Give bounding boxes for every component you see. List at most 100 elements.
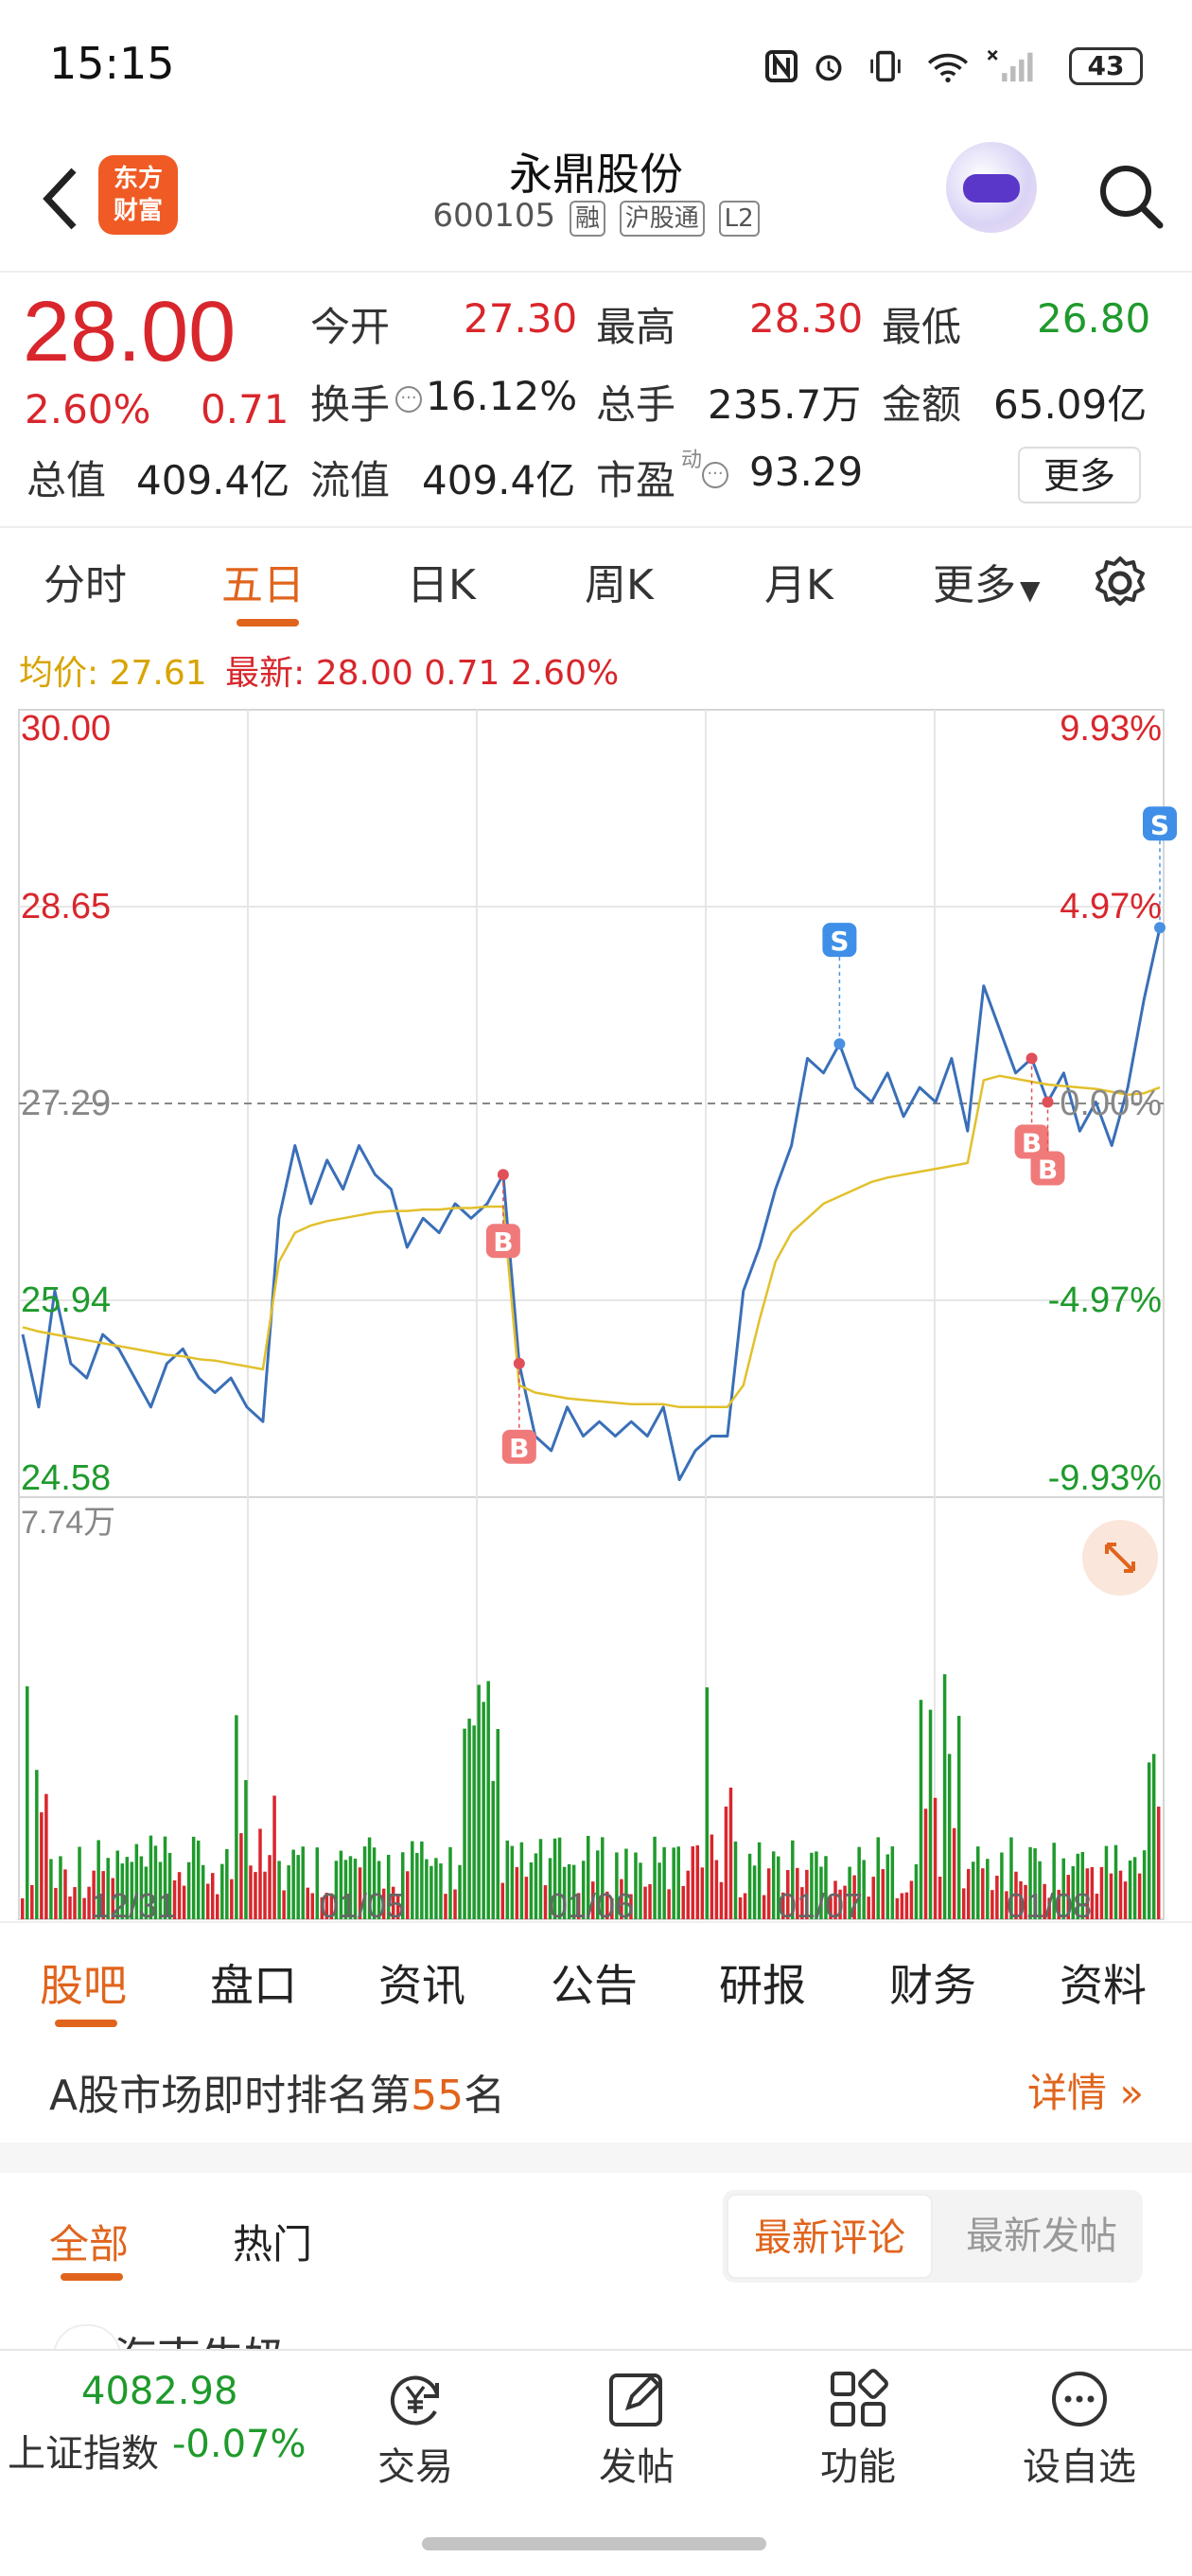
info-icon[interactable]: ··· bbox=[395, 386, 422, 413]
nav-post[interactable]: 发帖 bbox=[566, 2366, 708, 2491]
current-price: 28.00 bbox=[23, 285, 237, 379]
settings-gear-icon[interactable] bbox=[1090, 553, 1150, 613]
volume-bar bbox=[381, 1888, 386, 1919]
volume-bar bbox=[1104, 1845, 1109, 1919]
tab-research[interactable]: 研报 bbox=[719, 1960, 806, 2011]
label-market-cap: 总值 bbox=[26, 457, 107, 503]
nav-add-watchlist[interactable]: 设自选 bbox=[1008, 2366, 1150, 2491]
volume-bar bbox=[695, 1844, 700, 1919]
volume-bar bbox=[728, 1787, 733, 1919]
volume-bar bbox=[710, 1834, 714, 1919]
label-open: 今开 bbox=[310, 304, 391, 350]
volume-bar bbox=[1128, 1860, 1132, 1919]
volume-bar bbox=[277, 1861, 281, 1919]
marker-dot bbox=[1042, 1096, 1054, 1108]
volume-bar bbox=[786, 1870, 790, 1919]
volume-bar bbox=[719, 1881, 724, 1919]
five-day-chart[interactable]: BBSBBS30.0028.6527.2925.9424.589.93%4.97… bbox=[0, 700, 1192, 1921]
more-button[interactable]: 更多 bbox=[1018, 447, 1141, 503]
volume-bar bbox=[30, 1884, 34, 1919]
rank-row[interactable]: A股市场即时排名第55名 详情 » bbox=[0, 2031, 1192, 2143]
tab-finance[interactable]: 财务 bbox=[889, 1960, 976, 2011]
y-axis-label-left: 25.94 bbox=[21, 1280, 111, 1320]
tab-profile[interactable]: 资料 bbox=[1060, 1960, 1147, 2011]
expand-button[interactable] bbox=[1082, 1520, 1158, 1596]
volume-bar bbox=[172, 1879, 177, 1919]
tab-intraday[interactable]: 分时 bbox=[44, 561, 127, 609]
index-value: 4082.98 bbox=[81, 2370, 238, 2413]
volume-bar bbox=[482, 1702, 485, 1919]
filter-all[interactable]: 全部 bbox=[49, 2221, 130, 2267]
caret-down-icon: ▼ bbox=[1020, 574, 1041, 606]
index-ticker[interactable]: 4082.98 上证指数 -0.07% bbox=[0, 2351, 307, 2493]
grid-icon bbox=[831, 2369, 888, 2426]
index-change: -0.07% bbox=[172, 2423, 307, 2466]
volume-bar bbox=[425, 1859, 429, 1919]
value-open: 27.30 bbox=[464, 295, 578, 342]
marker-label: S bbox=[1150, 809, 1169, 840]
volume-bar bbox=[1113, 1844, 1118, 1919]
nav-trade[interactable]: 交易 bbox=[344, 2366, 486, 2491]
volume-bar bbox=[571, 1864, 576, 1919]
y-axis-label-left: 30.00 bbox=[21, 709, 111, 749]
tab-pankou[interactable]: 盘口 bbox=[210, 1960, 297, 2011]
volume-bar bbox=[581, 1861, 586, 1919]
volume-bar bbox=[26, 1685, 29, 1919]
tab-announcements[interactable]: 公告 bbox=[551, 1960, 638, 2011]
sort-latest-post[interactable]: 最新发帖 bbox=[966, 2214, 1117, 2258]
marker-label: S bbox=[830, 926, 849, 957]
nav-functions[interactable]: 功能 bbox=[787, 2366, 929, 2491]
tab-monthly-k[interactable]: 月K bbox=[764, 561, 833, 609]
volume-bar bbox=[120, 1863, 125, 1919]
tab-five-day[interactable]: 五日 bbox=[221, 561, 305, 609]
y-axis-label-right: 4.97% bbox=[1060, 887, 1162, 926]
volume-bar bbox=[329, 1893, 334, 1919]
sort-latest-comment[interactable]: 最新评论 bbox=[727, 2194, 933, 2279]
volume-bar bbox=[567, 1863, 571, 1919]
volume-bar bbox=[947, 1754, 952, 1919]
index-name: 上证指数 bbox=[8, 2432, 159, 2476]
volume-bar bbox=[505, 1840, 510, 1919]
tab-daily-k[interactable]: 日K bbox=[407, 561, 476, 609]
volume-bar bbox=[134, 1844, 139, 1919]
label-volume: 总手 bbox=[596, 381, 676, 428]
chart-area: 均价: 27.61 最新: 28.00 0.71 2.60% B B S B B S 30.… bbox=[0, 634, 1192, 1921]
app-logo[interactable]: 东方财富 bbox=[98, 155, 178, 235]
search-icon[interactable] bbox=[1094, 159, 1169, 235]
sell-marker bbox=[822, 923, 857, 958]
volume-bar bbox=[1057, 1889, 1061, 1919]
volume-bar bbox=[149, 1835, 153, 1919]
tab-weekly-k[interactable]: 周K bbox=[585, 561, 654, 609]
more-dots-icon bbox=[1052, 2372, 1107, 2426]
volume-bar bbox=[35, 1770, 39, 1919]
volume-bar bbox=[867, 1897, 870, 1919]
y-axis-label-left: 24.58 bbox=[21, 1458, 111, 1498]
volume-bar bbox=[82, 1897, 86, 1919]
rank-detail-link[interactable]: 详情 » bbox=[1027, 2070, 1145, 2116]
info-icon[interactable]: ··· bbox=[702, 462, 728, 488]
volume-bar bbox=[1052, 1843, 1056, 1919]
tab-guba[interactable]: 股吧 bbox=[40, 1960, 127, 2011]
volume-bar bbox=[377, 1861, 381, 1919]
filter-hot[interactable]: 热门 bbox=[233, 2221, 313, 2267]
volume-bar bbox=[101, 1871, 105, 1919]
volume-bar bbox=[791, 1840, 795, 1919]
volume-bar bbox=[576, 1893, 581, 1919]
tab-more[interactable]: 更多 ▼ bbox=[933, 561, 1041, 609]
volume-bar bbox=[738, 1897, 743, 1919]
volume-bar bbox=[700, 1867, 705, 1919]
volume-bar bbox=[258, 1828, 262, 1919]
latest-label: 最新: bbox=[225, 654, 306, 693]
volume-bar bbox=[315, 1847, 320, 1919]
x-axis-label: 01/05 bbox=[320, 1886, 405, 1921]
tab-news[interactable]: 资讯 bbox=[378, 1960, 465, 2011]
volume-bar bbox=[833, 1880, 837, 1919]
volume-bar bbox=[106, 1858, 110, 1919]
volume-bar bbox=[272, 1795, 276, 1919]
volume-bar bbox=[629, 1894, 633, 1919]
volume-bar bbox=[510, 1845, 515, 1919]
back-icon[interactable] bbox=[34, 161, 91, 237]
volume-bar bbox=[862, 1860, 866, 1919]
volume-bar bbox=[1005, 1891, 1008, 1919]
volume-bar bbox=[491, 1780, 495, 1919]
